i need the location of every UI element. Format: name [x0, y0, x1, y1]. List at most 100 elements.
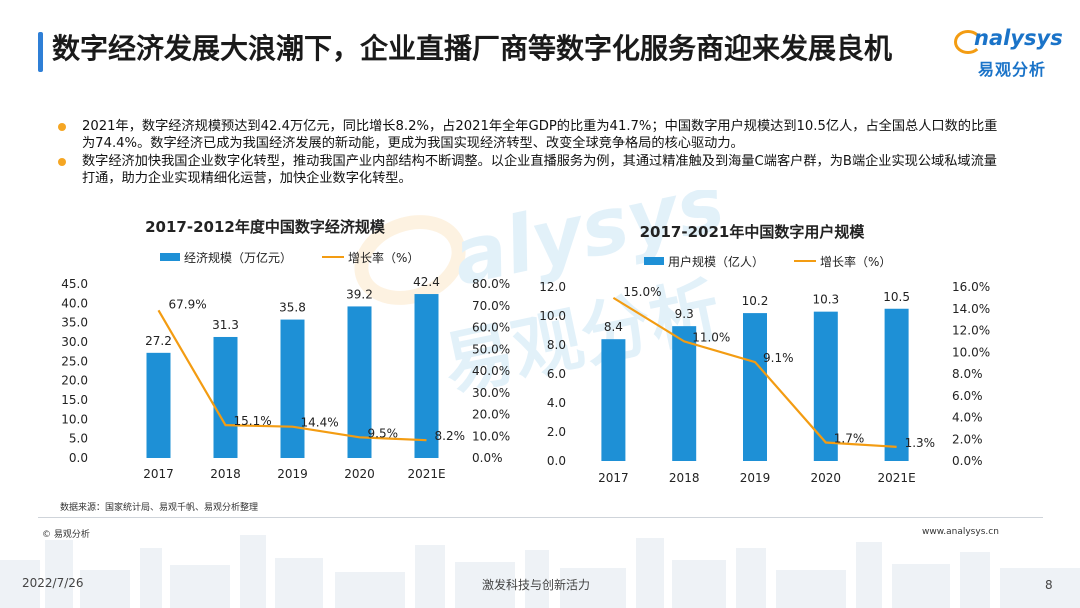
x-tick-label: 2017 [598, 471, 629, 485]
y-left-tick-label: 0.0 [547, 454, 566, 468]
y-left-tick-label: 15.0 [61, 393, 88, 407]
legend-bar-swatch-icon [160, 253, 180, 261]
bar-data-label: 42.4 [413, 275, 440, 289]
y-left-tick-label: 35.0 [61, 316, 88, 330]
bar-data-label: 10.2 [742, 294, 769, 308]
line-data-label: 67.9% [169, 297, 207, 311]
bar-data-label: 39.2 [346, 287, 373, 301]
data-source-note: 数据来源：国家统计局、易观千帆、易观分析整理 [60, 503, 259, 513]
analysys-logo: nalysys 易观分析 [954, 26, 1068, 82]
y-right-tick-label: 16.0% [952, 280, 990, 294]
logo-text-cn: 易观分析 [978, 60, 1047, 79]
logo-swoosh-icon [954, 30, 982, 54]
x-tick-label: 2021E [407, 467, 445, 481]
y-right-tick-label: 10.0% [952, 345, 990, 359]
y-right-tick-label: 20.0% [472, 408, 510, 422]
x-tick-label: 2019 [277, 467, 308, 481]
y-left-tick-label: 25.0 [61, 354, 88, 368]
footer-date: 2022/7/26 [22, 576, 84, 590]
copyright-text: © 易观分析 [42, 530, 90, 540]
bar-data-label: 27.2 [145, 334, 172, 348]
bar-data-label: 10.5 [883, 290, 910, 304]
line-data-label: 11.0% [692, 330, 730, 344]
page-title: 数字经济发展大浪潮下，企业直播厂商等数字化服务商迎来发展良机 [52, 32, 893, 65]
y-right-tick-label: 2.0% [952, 432, 983, 446]
y-right-tick-label: 12.0% [952, 324, 990, 338]
title-accent-bar [38, 32, 43, 72]
footer-slogan: 激发科技与创新活力 [482, 578, 591, 592]
line-data-label: 15.1% [234, 414, 272, 428]
growth-rate-line [612, 296, 897, 448]
line-data-label: 8.2% [435, 429, 466, 443]
bar [672, 326, 697, 461]
y-right-tick-label: 50.0% [472, 342, 510, 356]
bullet-text: 2021年，数字经济规模预达到42.4万亿元，同比增长8.2%，占2021年全年… [82, 119, 998, 151]
chart-title: 2017-2012年度中国数字经济规模 [145, 218, 386, 236]
y-left-tick-label: 10.0 [539, 309, 566, 323]
legend-label: 增长率（%） [348, 250, 419, 265]
page-number: 8 [1045, 578, 1053, 592]
y-left-tick-label: 30.0 [61, 335, 88, 349]
y-left-tick-label: 40.0 [61, 296, 88, 310]
y-left-tick-label: 5.0 [69, 432, 88, 446]
x-tick-label: 2017 [143, 467, 174, 481]
line-data-label: 1.3% [905, 436, 936, 450]
y-left-tick-label: 20.0 [61, 374, 88, 388]
y-right-tick-label: 0.0% [952, 454, 983, 468]
bar-data-label: 10.3 [812, 293, 839, 307]
line-data-label: 15.0% [623, 285, 661, 299]
y-left-tick-label: 0.0 [69, 451, 88, 465]
bullet-dot-icon [58, 158, 66, 166]
x-tick-label: 2018 [210, 467, 241, 481]
y-right-tick-label: 70.0% [472, 299, 510, 313]
bar [601, 339, 626, 461]
bar [414, 294, 439, 458]
y-left-tick-label: 6.0 [547, 367, 566, 381]
bullet-text: 数字经济加快我国企业数字化转型，推动我国产业内部结构不断调整。以企业直播服务为例… [82, 154, 997, 186]
bullet-item: 数字经济加快我国企业数字化转型，推动我国产业内部结构不断调整。以企业直播服务为例… [58, 153, 1008, 187]
logo-text-en: nalysys [974, 26, 1063, 50]
x-tick-label: 2021E [878, 471, 916, 485]
city-skyline-background [0, 535, 1080, 608]
bar [280, 319, 305, 458]
x-tick-label: 2020 [344, 467, 375, 481]
chart-title: 2017-2021年中国数字用户规模 [640, 223, 866, 241]
bar-data-label: 31.3 [212, 318, 239, 332]
bar-data-label: 8.4 [604, 320, 623, 334]
bar [743, 313, 767, 461]
y-right-tick-label: 30.0% [472, 386, 510, 400]
bar [884, 308, 909, 461]
website-link[interactable]: www.analysys.cn [922, 527, 999, 537]
line-data-label: 9.1% [763, 351, 794, 365]
y-right-tick-label: 10.0% [472, 429, 510, 443]
y-right-tick-label: 0.0% [472, 451, 503, 465]
legend-bar-swatch-icon [644, 257, 664, 265]
legend-label: 用户规模（亿人） [668, 254, 764, 269]
bar-data-label: 9.3 [675, 307, 694, 321]
y-left-tick-label: 8.0 [547, 338, 566, 352]
y-left-tick-label: 4.0 [547, 396, 566, 410]
y-left-tick-label: 2.0 [547, 425, 566, 439]
y-left-tick-label: 45.0 [61, 277, 88, 291]
bar [813, 311, 838, 461]
y-right-tick-label: 80.0% [472, 277, 510, 291]
growth-rate-line [157, 309, 427, 442]
y-right-tick-label: 8.0% [952, 367, 983, 381]
divider [38, 517, 1043, 518]
line-data-label: 1.7% [834, 432, 865, 446]
y-left-tick-label: 12.0 [539, 280, 566, 294]
line-data-label: 14.4% [301, 416, 339, 430]
y-left-tick-label: 10.0 [61, 412, 88, 426]
bullet-item: 2021年，数字经济规模预达到42.4万亿元，同比增长8.2%，占2021年全年… [58, 118, 1008, 152]
bullet-dot-icon [58, 123, 66, 131]
legend-label: 增长率（%） [820, 254, 891, 269]
bar [347, 306, 372, 458]
bar [213, 336, 238, 458]
legend-label: 经济规模（万亿元） [184, 250, 292, 265]
y-right-tick-label: 14.0% [952, 302, 990, 316]
x-tick-label: 2019 [740, 471, 771, 485]
y-right-tick-label: 40.0% [472, 364, 510, 378]
line-data-label: 9.5% [368, 426, 399, 440]
